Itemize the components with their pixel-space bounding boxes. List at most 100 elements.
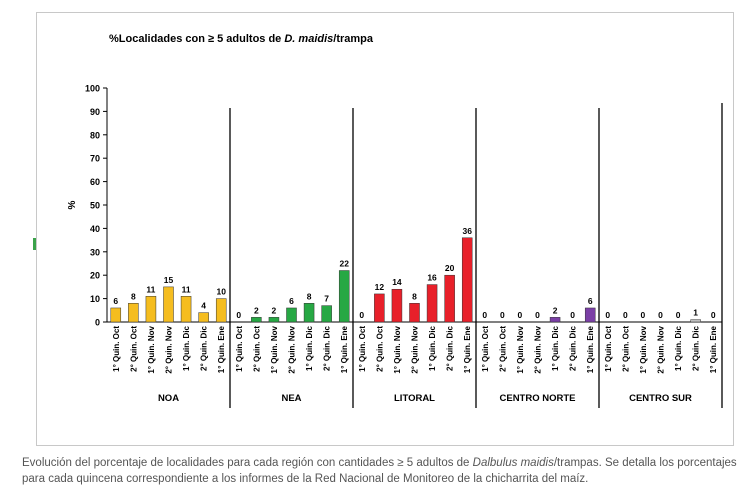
- edge-marker: [33, 238, 36, 250]
- x-tick-label: 1° Quin. Oct: [604, 326, 613, 372]
- y-tick-label: 0: [95, 318, 100, 328]
- data-label: 6: [289, 296, 294, 306]
- bar: [444, 274, 455, 323]
- x-tick-label: 1° Quin. Dic: [551, 325, 560, 371]
- x-tick-label: 1° Quin. Nov: [516, 325, 525, 373]
- x-tick-label: 2° Quin. Dic: [323, 325, 332, 371]
- data-label: 0: [570, 310, 575, 320]
- x-tick-label: 2° Quin. Oct: [252, 326, 261, 372]
- y-axis-label: %: [67, 200, 78, 209]
- data-label: 4: [201, 301, 206, 311]
- x-tick-label: 2° Quin. Dic: [446, 325, 455, 371]
- data-label: 0: [641, 310, 646, 320]
- bar: [110, 307, 122, 323]
- bar: [303, 303, 315, 323]
- y-tick-label: 80: [90, 130, 100, 140]
- bar: [268, 317, 280, 323]
- chart-title-suffix: /trampa: [333, 33, 374, 45]
- caption-suffix: /trampas. Se detalla los porcentajes par…: [22, 457, 737, 485]
- data-label: 0: [236, 310, 241, 320]
- group-label: CENTRO NORTE: [500, 393, 576, 404]
- data-label: 0: [605, 310, 610, 320]
- x-tick-label: 1° Quin. Oct: [112, 326, 121, 372]
- y-tick-label: 100: [85, 84, 100, 94]
- data-label: 0: [623, 310, 628, 320]
- data-label: 16: [427, 273, 437, 283]
- data-label: 0: [676, 310, 681, 320]
- bar: [374, 293, 385, 323]
- bar: [163, 286, 174, 323]
- data-label: 20: [445, 263, 455, 273]
- y-tick-label: 90: [90, 107, 100, 117]
- data-label: 6: [113, 296, 118, 306]
- data-label: 8: [131, 291, 136, 301]
- chart-title-italic: D. maidis: [284, 33, 333, 45]
- x-tick-label: 2° Quin. Dic: [569, 325, 578, 371]
- data-label: 0: [518, 310, 523, 320]
- data-label: 8: [412, 291, 417, 301]
- data-label: 0: [658, 310, 663, 320]
- x-tick-label: 1° Quin. Nov: [147, 325, 156, 373]
- x-tick-label: 1° Quin. Oct: [235, 326, 244, 372]
- data-label: 6: [588, 296, 593, 306]
- data-label: 12: [375, 282, 385, 292]
- bar: [426, 284, 438, 323]
- bar: [690, 319, 701, 323]
- x-tick-label: 1° Quin. Nov: [393, 325, 402, 373]
- y-tick-label: 70: [90, 154, 100, 164]
- data-label: 0: [535, 310, 540, 320]
- x-tick-label: 2° Quin. Nov: [165, 325, 174, 373]
- chart-title-prefix: %Localidades con ≥ 5 adultos de: [109, 33, 284, 45]
- bar: [549, 317, 561, 323]
- data-label: 1: [693, 308, 698, 318]
- x-tick-label: 2° Quin. Nov: [534, 325, 543, 373]
- x-tick-label: 1° Quin. Ene: [463, 325, 472, 373]
- bar: [145, 296, 157, 323]
- group-label: CENTRO SUR: [629, 393, 692, 404]
- y-tick-label: 20: [90, 271, 100, 281]
- y-tick-label: 10: [90, 294, 100, 304]
- data-label: 11: [146, 284, 155, 294]
- data-label: 2: [553, 305, 558, 315]
- bar: [461, 237, 473, 323]
- x-tick-label: 1° Quin. Oct: [358, 326, 367, 372]
- y-tick-label: 40: [90, 224, 100, 234]
- data-label: 15: [164, 275, 174, 285]
- y-tick-label: 50: [90, 201, 100, 211]
- data-label: 14: [392, 277, 402, 287]
- group-label: NOA: [158, 393, 179, 404]
- bar: [128, 303, 139, 323]
- x-tick-label: 1° Quin. Dic: [305, 325, 314, 371]
- data-label: 11: [182, 284, 191, 294]
- x-tick-label: 1° Quin. Oct: [481, 326, 490, 372]
- x-tick-label: 2° Quin. Nov: [288, 325, 297, 373]
- x-tick-label: 2° Quin. Oct: [129, 326, 138, 372]
- x-tick-label: 2° Quin. Oct: [621, 326, 630, 372]
- group-label: LITORAL: [394, 393, 435, 404]
- data-label: 0: [482, 310, 487, 320]
- bar: [180, 296, 192, 323]
- bar: [391, 288, 403, 323]
- data-label: 36: [462, 226, 472, 236]
- chart-title: %Localidades con ≥ 5 adultos de D. maidi…: [109, 33, 374, 45]
- x-tick-label: 2° Quin. Nov: [657, 325, 666, 373]
- x-tick-label: 1° Quin. Nov: [270, 325, 279, 373]
- x-tick-label: 2° Quin. Dic: [692, 325, 701, 371]
- bar: [215, 298, 227, 323]
- x-tick-label: 2° Quin. Oct: [498, 326, 507, 372]
- caption-italic: Dalbulus maidis: [472, 457, 554, 469]
- x-tick-label: 1° Quin. Dic: [674, 325, 683, 371]
- data-label: 2: [254, 305, 259, 315]
- data-label: 0: [359, 310, 364, 320]
- data-label: 8: [307, 291, 312, 301]
- caption-prefix: Evolución del porcentaje de localidades …: [22, 457, 473, 469]
- x-tick-label: 1° Quin. Dic: [428, 325, 437, 371]
- x-tick-label: 1° Quin. Ene: [586, 325, 595, 373]
- x-tick-label: 1° Quin. Ene: [217, 325, 226, 373]
- x-tick-label: 1° Quin. Dic: [182, 325, 191, 371]
- bar: [321, 305, 332, 323]
- y-tick-label: 60: [90, 177, 100, 187]
- data-label: 0: [500, 310, 505, 320]
- bar: [409, 303, 420, 323]
- bar: [338, 270, 350, 323]
